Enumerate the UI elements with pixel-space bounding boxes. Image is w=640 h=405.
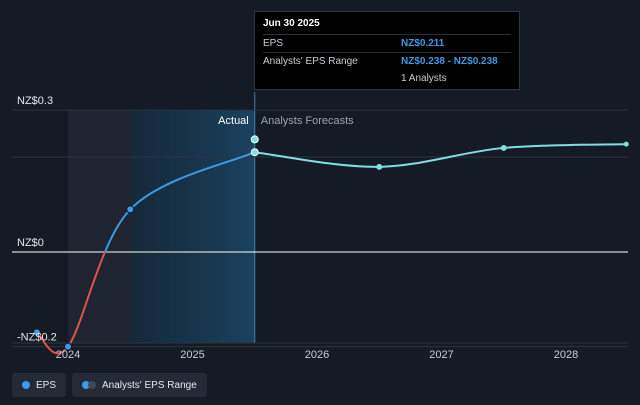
forecast-point: [623, 141, 629, 147]
tooltip-title: Jun 30 2025: [263, 18, 320, 29]
x-tick-label: 2024: [56, 349, 80, 361]
tooltip-key: EPS: [263, 38, 284, 49]
x-tick-label: 2025: [180, 349, 204, 361]
forecast-point: [376, 163, 383, 170]
tooltip-analysts-count: 1 Analysts: [401, 73, 447, 84]
range-icon: [82, 381, 97, 389]
x-tick-label: 2027: [429, 349, 453, 361]
eps-line: [103, 151, 256, 252]
legend-item-eps[interactable]: EPS: [12, 373, 67, 397]
forecast-line: [254, 143, 629, 168]
tooltip-row-eps: EPS NZ$0.211: [263, 34, 511, 52]
past-band: [68, 110, 131, 343]
actual-label: Actual: [218, 115, 249, 127]
actual-band: [130, 110, 255, 343]
eps-line-negative: [36, 252, 107, 355]
y-tick-label: NZ$0.3: [17, 95, 53, 107]
forecast-label: Analysts Forecasts: [261, 115, 354, 127]
hover-point: [250, 148, 259, 157]
legend-label: Analysts' EPS Range: [102, 379, 197, 391]
tooltip-row-range: Analysts' EPS Range NZ$0.238 - NZ$0.238: [263, 52, 511, 70]
eps-point: [126, 205, 135, 214]
x-tick-label: 2026: [305, 349, 329, 361]
legend: EPS Analysts' EPS Range: [12, 373, 207, 397]
y-tick-label: NZ$0: [17, 237, 44, 249]
forecast-point: [500, 144, 507, 151]
y-tick-label: -NZ$0.2: [17, 332, 57, 344]
dot-icon: [22, 381, 30, 389]
eps-point: [32, 328, 41, 337]
tooltip-value: NZ$0.211: [401, 38, 445, 49]
x-tick-label: 2028: [554, 349, 578, 361]
eps-point: [64, 342, 72, 351]
range-marker-point: [250, 135, 259, 144]
tooltip: Jun 30 2025 EPS NZ$0.211 Analysts' EPS R…: [254, 11, 520, 90]
tooltip-value: NZ$0.238 - NZ$0.238: [401, 56, 498, 67]
tooltip-key: Analysts' EPS Range: [263, 56, 358, 67]
legend-label: EPS: [36, 379, 57, 391]
legend-item-range[interactable]: Analysts' EPS Range: [72, 373, 207, 397]
